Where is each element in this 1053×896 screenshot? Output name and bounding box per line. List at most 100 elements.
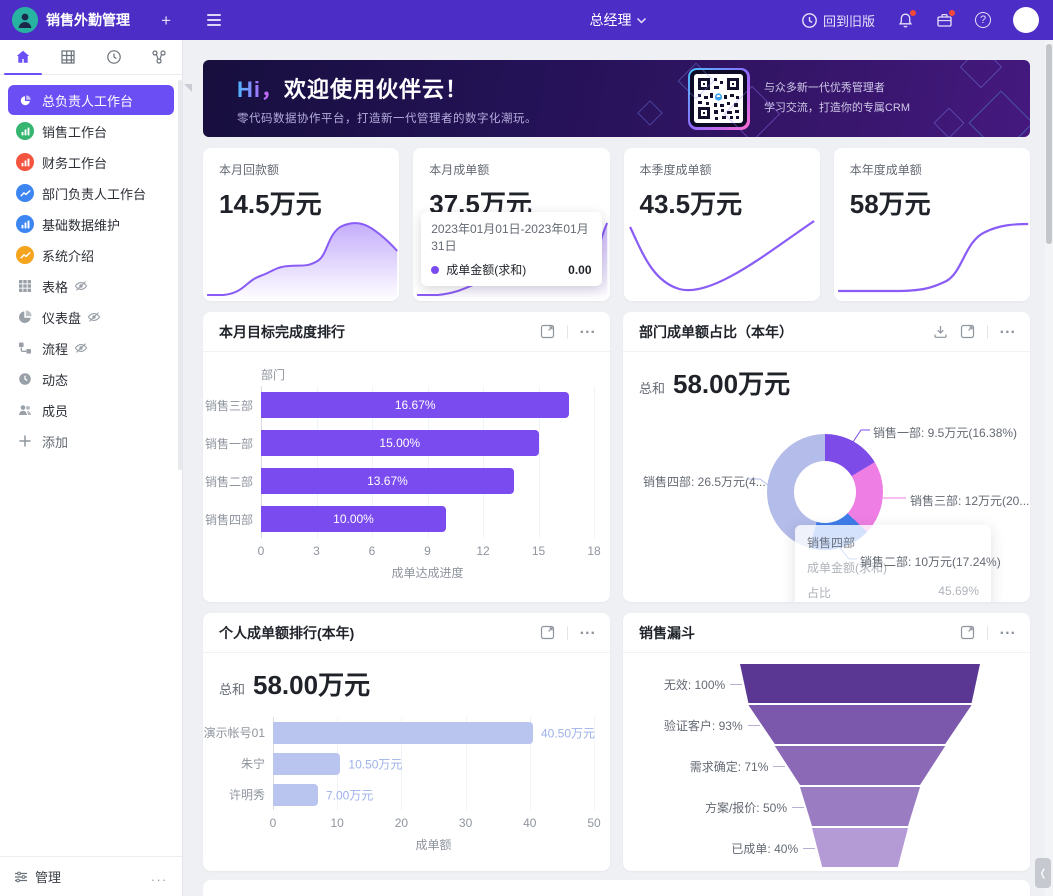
tab-tables[interactable] <box>46 40 92 74</box>
funnel-segment[interactable] <box>800 787 920 826</box>
bar-row: 销售三部 16.67% <box>203 386 610 424</box>
sidebar-scrollbar[interactable] <box>178 80 182 470</box>
members-icon <box>16 401 34 419</box>
table-icon <box>61 50 75 64</box>
app-title: 销售外勤管理 <box>46 12 130 28</box>
sidebar-more-button[interactable]: ... <box>151 869 168 884</box>
tab-workflow[interactable] <box>137 40 183 74</box>
help-icon[interactable]: ? <box>975 12 991 28</box>
bar-value-label: 16.67% <box>394 398 436 412</box>
category-label: 销售二部 <box>204 474 253 489</box>
bar-row: 销售二部 13.67% <box>203 462 610 500</box>
pie-label: 销售一部: 9.5万元(16.38%) <box>873 426 1018 440</box>
add-app-icon[interactable]: + <box>161 10 171 30</box>
tab-home[interactable] <box>0 40 46 75</box>
tab-recent[interactable] <box>91 40 137 74</box>
expand-icon[interactable] <box>540 324 555 339</box>
stat-card-yearly-deals[interactable]: 本年度成单额 58万元 <box>833 148 1030 301</box>
main-scrollbar[interactable] <box>1045 40 1053 896</box>
x-axis-tick: 40 <box>523 816 537 830</box>
workbench-briefcase-icon[interactable] <box>936 9 955 29</box>
line-chart-icon <box>16 184 34 202</box>
sidebar-item-label: 仪表盘 <box>42 310 82 326</box>
more-menu-button[interactable]: ... <box>999 319 1016 337</box>
card-dept-deal-share: 部门成单额占比（本年） ... 总和 58.00万元 <box>623 312 1030 602</box>
sidebar-item-3[interactable]: 财务工作台 <box>8 147 174 177</box>
sidebar-item-7[interactable]: 表格 <box>8 271 174 301</box>
collapse-handle[interactable]: ❬ <box>1035 858 1051 888</box>
more-menu-button[interactable]: ... <box>579 620 596 638</box>
sparkline-area-chart <box>203 211 399 301</box>
sidebar-item-2[interactable]: 销售工作台 <box>8 116 174 146</box>
pie-label: 销售三部: 12万元(20.... <box>910 494 1030 508</box>
sales-funnel-chart: 无效: 100% 验证客户: 93% 需求确定: 71% 方案/报价: 50% 已成单:… <box>623 653 1030 871</box>
funnel-segment[interactable] <box>748 705 972 744</box>
bar[interactable] <box>273 783 318 806</box>
stat-label: 本月回款额 <box>219 163 280 177</box>
bar-row: 演示帐号01 40.50万元 <box>203 717 610 748</box>
sidebar-item-9[interactable]: 流程 <box>8 333 174 363</box>
sidebar-item-5[interactable]: 基础数据维护 <box>8 209 174 239</box>
back-to-old-version-button[interactable]: 回到旧版 <box>801 11 875 30</box>
banner-subtitle: 零代码数据协作平台，打造新一代管理者的数字化潮玩。 <box>237 112 537 125</box>
bar[interactable]: 13.67% <box>261 468 514 494</box>
card-sales-funnel: 销售漏斗 ... 无效: 100% 验证客户: 93% 需求确定: 71% 方案/报价… <box>623 613 1030 871</box>
welcome-banner: Hi，欢迎使用伙伴云！ 零代码数据协作平台，打造新一代管理者的数字化潮玩。 <box>203 60 1030 137</box>
sidebar-item-10[interactable]: 动态 <box>8 364 174 394</box>
sidebar-collapse-arrow[interactable] <box>184 84 192 92</box>
total-value: 58.00万元 <box>253 670 371 700</box>
bar[interactable]: 15.00% <box>261 430 539 456</box>
bar[interactable]: 16.67% <box>261 392 570 418</box>
role-selector[interactable]: 总经理 <box>590 10 647 30</box>
sidebar-item-1[interactable]: 总负责人工作台 <box>8 85 174 115</box>
bar[interactable]: 10.00% <box>261 506 446 532</box>
bar[interactable] <box>273 721 533 744</box>
stat-card-quarterly-deals[interactable]: 本季度成单额 43.5万元 <box>623 148 820 301</box>
funnel-svg[interactable] <box>623 659 1030 869</box>
sidebar-item-11[interactable]: 成员 <box>8 395 174 425</box>
app-logo[interactable] <box>12 7 38 33</box>
bar-value-label: 7.00万元 <box>325 788 374 802</box>
y-axis-title: 部门 <box>261 368 286 382</box>
sidebar-item-4[interactable]: 部门负责人工作台 <box>8 178 174 208</box>
banner-qr-section: 与众多新一代优秀管理者 学习交流，打造你的专属CRM <box>687 67 1030 130</box>
banner-title: Hi，欢迎使用伙伴云！ <box>237 76 469 102</box>
user-avatar[interactable] <box>1013 7 1039 33</box>
manage-label[interactable]: 管理 <box>35 870 62 885</box>
funnel-segment[interactable] <box>774 746 946 785</box>
more-menu-button[interactable]: ... <box>999 620 1016 638</box>
bar-value-label: 40.50万元 <box>541 726 596 740</box>
org-flow-icon <box>152 50 166 64</box>
expand-icon[interactable] <box>960 324 975 339</box>
eye-off-icon[interactable] <box>87 310 101 324</box>
funnel-stage-label: 方案/报价: 50% <box>705 799 804 816</box>
funnel-segment[interactable] <box>812 828 908 867</box>
scrollbar-thumb[interactable] <box>1046 44 1052 244</box>
funnel-segment[interactable] <box>740 664 980 703</box>
sidebar-item-8[interactable]: 仪表盘 <box>8 302 174 332</box>
stat-card-monthly-deals[interactable]: 本月成单额 37.5万元 2023年01月01日-2023年01月31日 成单金… <box>413 148 610 301</box>
expand-icon[interactable] <box>960 625 975 640</box>
tooltip-row-value: 45.69% <box>938 584 979 598</box>
bar[interactable] <box>273 752 341 775</box>
dashboard-icon <box>16 308 34 326</box>
top-navbar: 销售外勤管理 + 总经理 回到旧版 ? <box>0 0 1053 40</box>
stat-label: 本月成单额 <box>429 163 490 177</box>
eye-off-icon[interactable] <box>74 341 88 355</box>
expand-icon[interactable] <box>540 625 555 640</box>
category-label: 朱宁 <box>240 757 265 771</box>
eye-off-icon[interactable] <box>74 279 88 293</box>
x-axis-title: 成单达成进度 <box>391 566 464 580</box>
bar-chart-icon <box>16 122 34 140</box>
sidebar-item-12[interactable]: 添加 <box>8 426 174 456</box>
x-axis-tick: 10 <box>330 816 344 830</box>
download-icon[interactable] <box>933 324 948 339</box>
bar-value-label: 15.00% <box>379 436 421 450</box>
sidebar-item-6[interactable]: 系统介绍 <box>8 240 174 270</box>
more-menu-button[interactable]: ... <box>579 319 596 337</box>
menu-burger-icon[interactable] <box>207 14 221 26</box>
goal-completion-bar-chart: 部门 销售三部 16.67% 销售一部 15.00% 销售二部 13.67% 销售四部 10.0… <box>203 352 610 602</box>
stat-card-monthly-collection[interactable]: 本月回款额 14.5万元 <box>203 148 400 301</box>
bar-row: 许明秀 7.00万元 <box>203 779 610 810</box>
notifications-bell-icon[interactable] <box>897 9 916 29</box>
